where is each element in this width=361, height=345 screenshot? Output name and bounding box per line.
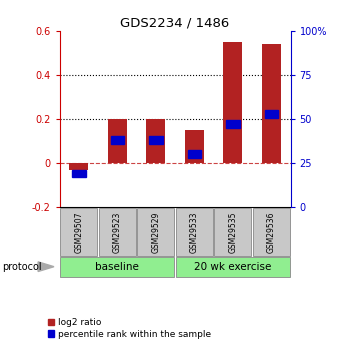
Text: 20 wk exercise: 20 wk exercise — [194, 262, 271, 272]
Text: GSM29529: GSM29529 — [151, 211, 160, 253]
Bar — [146, 119, 165, 163]
Bar — [226, 120, 240, 128]
Bar — [265, 110, 278, 118]
Bar — [188, 150, 201, 158]
Bar — [110, 136, 124, 144]
Text: GSM29536: GSM29536 — [267, 211, 276, 253]
Text: GSM29523: GSM29523 — [113, 211, 122, 253]
FancyBboxPatch shape — [60, 208, 97, 256]
FancyBboxPatch shape — [253, 208, 290, 256]
Text: baseline: baseline — [95, 262, 139, 272]
Bar — [262, 44, 281, 163]
Text: protocol: protocol — [2, 262, 42, 272]
Bar — [72, 170, 86, 177]
FancyBboxPatch shape — [176, 257, 290, 277]
Bar — [108, 119, 127, 163]
Title: GDS2234 / 1486: GDS2234 / 1486 — [121, 17, 230, 30]
Polygon shape — [38, 262, 54, 272]
Bar — [69, 163, 88, 170]
Bar — [223, 42, 243, 163]
Text: GSM29507: GSM29507 — [74, 211, 83, 253]
Legend: log2 ratio, percentile rank within the sample: log2 ratio, percentile rank within the s… — [48, 318, 211, 339]
FancyBboxPatch shape — [214, 208, 251, 256]
FancyBboxPatch shape — [99, 208, 136, 256]
Bar — [149, 136, 162, 144]
FancyBboxPatch shape — [137, 208, 174, 256]
FancyBboxPatch shape — [60, 257, 174, 277]
Text: GSM29533: GSM29533 — [190, 211, 199, 253]
FancyBboxPatch shape — [176, 208, 213, 256]
Text: GSM29535: GSM29535 — [229, 211, 237, 253]
Bar — [185, 130, 204, 163]
